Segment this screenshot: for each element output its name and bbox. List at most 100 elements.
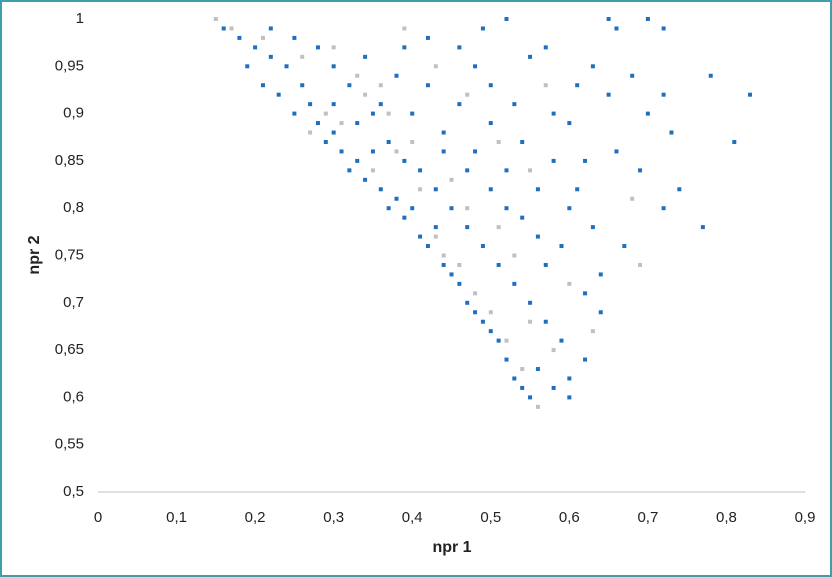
- data-point: [394, 149, 399, 154]
- data-point: [441, 253, 446, 258]
- data-point: [394, 73, 399, 78]
- data-point: [331, 102, 336, 107]
- data-point: [363, 92, 368, 97]
- data-point: [575, 187, 580, 192]
- data-point: [465, 300, 470, 305]
- data-point: [496, 139, 501, 144]
- x-tick-label: 0,4: [402, 509, 423, 526]
- data-point: [528, 168, 533, 173]
- data-point: [355, 73, 360, 78]
- data-point: [300, 83, 305, 88]
- data-point: [496, 262, 501, 267]
- data-point: [614, 149, 619, 154]
- x-tick-label: 0,3: [323, 509, 344, 526]
- data-point: [253, 45, 258, 50]
- data-point: [488, 187, 493, 192]
- data-point: [590, 64, 595, 69]
- data-point: [567, 121, 572, 126]
- data-point: [331, 64, 336, 69]
- data-point: [622, 244, 627, 249]
- data-point: [418, 234, 423, 239]
- data-point: [606, 92, 611, 97]
- data-point: [614, 26, 619, 31]
- data-point: [410, 206, 415, 211]
- data-point: [488, 329, 493, 334]
- data-point: [512, 376, 517, 381]
- data-point: [284, 64, 289, 69]
- data-point: [535, 404, 540, 409]
- data-point: [268, 54, 273, 59]
- y-axis-title: npr 2: [26, 235, 43, 274]
- data-point: [355, 158, 360, 163]
- data-point: [418, 187, 423, 192]
- data-point: [700, 225, 705, 230]
- data-point: [543, 45, 548, 50]
- data-point: [402, 45, 407, 50]
- data-point: [559, 244, 564, 249]
- data-point: [425, 244, 430, 249]
- data-point: [551, 158, 556, 163]
- data-point: [465, 225, 470, 230]
- y-tick-label: 0,5: [63, 483, 84, 500]
- data-point: [590, 225, 595, 230]
- data-point: [433, 64, 438, 69]
- data-point: [363, 177, 368, 182]
- data-point: [378, 102, 383, 107]
- data-point: [465, 92, 470, 97]
- data-point: [551, 385, 556, 390]
- data-point: [473, 64, 478, 69]
- data-point: [677, 187, 682, 192]
- data-point: [292, 111, 297, 116]
- data-point: [339, 149, 344, 154]
- data-point: [512, 102, 517, 107]
- data-point: [378, 187, 383, 192]
- data-point: [583, 357, 588, 362]
- data-point: [645, 111, 650, 116]
- data-point: [598, 310, 603, 315]
- data-point: [449, 272, 454, 277]
- data-point: [457, 262, 462, 267]
- data-point: [480, 319, 485, 324]
- data-point: [300, 54, 305, 59]
- data-point: [315, 45, 320, 50]
- data-point: [308, 130, 313, 135]
- data-point: [433, 225, 438, 230]
- data-point: [433, 187, 438, 192]
- data-point: [339, 121, 344, 126]
- ticks-layer: 0 0,1 0,2 0,3 0,4 0,5 0,6 0,7 0,8 0,9 0,5 0,55 0,6 0,…: [55, 10, 816, 526]
- data-point: [347, 83, 352, 88]
- data-point: [543, 83, 548, 88]
- y-tick-label: 1: [76, 10, 84, 27]
- data-point: [520, 385, 525, 390]
- data-point: [292, 35, 297, 40]
- data-point: [465, 206, 470, 211]
- data-point: [386, 111, 391, 116]
- data-point: [355, 121, 360, 126]
- x-tick-label: 0,1: [166, 509, 187, 526]
- data-point: [213, 17, 218, 21]
- data-point: [504, 338, 509, 343]
- data-point: [465, 168, 470, 173]
- data-point: [441, 149, 446, 154]
- data-point: [370, 111, 375, 116]
- data-point: [402, 158, 407, 163]
- data-point: [567, 206, 572, 211]
- data-point: [583, 291, 588, 296]
- data-point: [449, 177, 454, 182]
- data-point: [221, 26, 226, 31]
- data-point: [331, 130, 336, 135]
- x-tick-label: 0,5: [480, 509, 501, 526]
- data-point: [488, 310, 493, 315]
- data-point: [528, 395, 533, 400]
- x-axis-title: npr 1: [432, 539, 471, 556]
- data-point: [520, 215, 525, 220]
- data-point: [520, 139, 525, 144]
- data-point: [590, 329, 595, 334]
- data-point: [520, 367, 525, 372]
- data-point: [315, 121, 320, 126]
- data-point: [535, 367, 540, 372]
- data-point: [378, 83, 383, 88]
- data-point: [567, 281, 572, 286]
